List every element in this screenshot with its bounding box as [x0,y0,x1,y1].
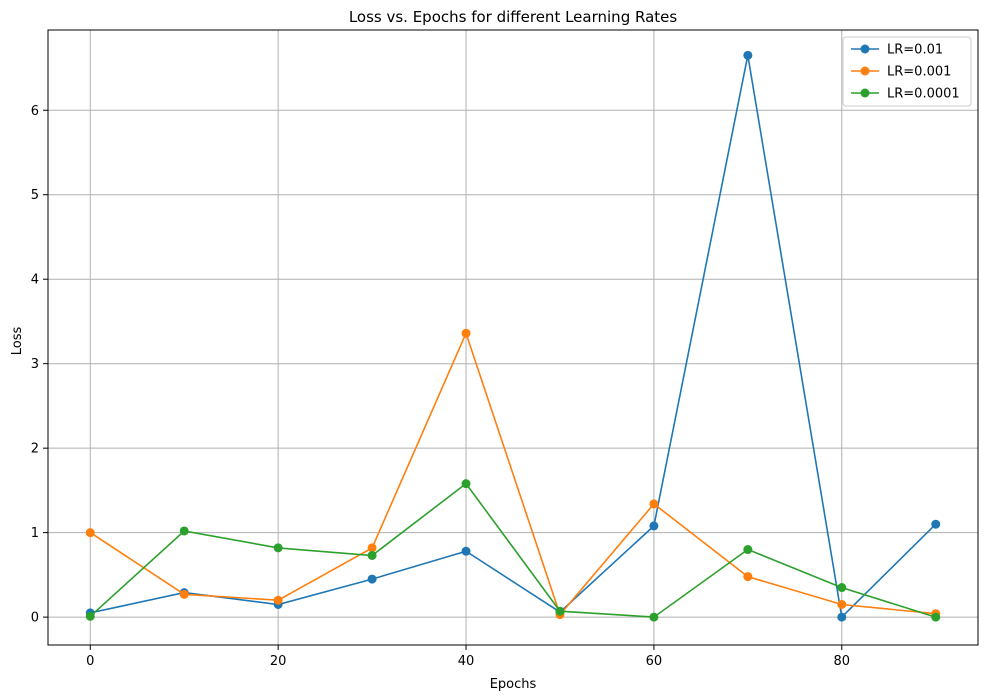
legend-item: LR=0.001 [851,65,951,80]
data-point [461,479,471,489]
ticks: 0 20 40 60 80 0 1 2 3 4 5 6 [31,104,850,669]
y-axis-label: Loss [10,327,25,356]
legend-box [842,36,972,107]
data-point [555,606,565,616]
legend-label: LR=0.0001 [887,87,960,102]
y-tick-label: 5 [31,188,39,203]
x-tick-label: 40 [458,654,475,669]
legend-item: LR=0.01 [851,43,943,58]
data-point [743,572,753,582]
legend-marker [860,88,870,98]
x-tick-label: 0 [86,654,94,669]
data-point [649,499,659,509]
legend-label: LR=0.001 [887,65,951,80]
chart-title: Loss vs. Epochs for different Learning R… [349,8,678,26]
data-point [837,612,847,622]
data-point [179,526,189,536]
x-tick-label: 60 [646,654,663,669]
data-point [837,599,847,609]
data-point [649,521,659,531]
legend: LR=0.01 LR=0.001 LR=0.0001 [842,36,972,107]
series-line [89,331,936,617]
series-1 [85,328,941,620]
data-point [367,574,377,584]
data-point [85,528,95,538]
plot-area [47,29,979,646]
y-tick-label: 4 [31,273,39,288]
y-tick-label: 3 [31,357,39,372]
data-point [273,595,283,605]
data-point [461,328,471,338]
grid [48,30,978,645]
series-line [90,55,937,619]
data-point [85,611,95,621]
data-point [931,612,941,622]
data-point [931,519,941,529]
series-layer [85,50,941,622]
data-point [367,543,377,553]
x-axis-label: Epochs [490,677,537,692]
y-tick-label: 0 [31,611,39,626]
legend-marker [860,66,870,76]
data-point [649,612,659,622]
data-point [461,546,471,556]
data-point [837,583,847,593]
x-tick-label: 20 [270,654,287,669]
y-tick-label: 2 [31,442,39,457]
data-point [179,589,189,599]
data-point [273,543,283,553]
legend-label: LR=0.01 [887,43,943,58]
x-tick-label: 80 [834,654,851,669]
legend-marker [860,44,870,54]
series-2 [85,479,941,622]
legend-item: LR=0.0001 [851,87,960,102]
data-point [367,550,377,560]
y-tick-label: 1 [31,526,39,541]
data-point [743,545,753,555]
y-tick-label: 6 [31,104,39,119]
data-point [743,50,753,60]
series-line [89,482,936,618]
